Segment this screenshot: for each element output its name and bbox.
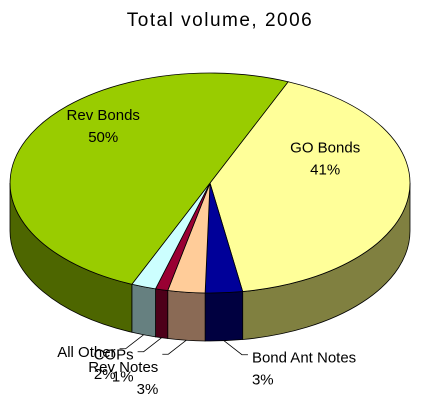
slice-value-rev-bonds: 50%	[88, 129, 118, 146]
pie-side-all-other	[131, 283, 156, 338]
chart-title: Total volume, 2006	[127, 10, 314, 31]
slice-label-rev-bonds: Rev Bonds	[67, 107, 140, 124]
pie-slice-rev-bonds	[9, 72, 289, 285]
slice-label-all-other: All Other	[57, 344, 115, 361]
pie-side-cops	[155, 288, 169, 339]
pie-slice-go-bonds	[209, 81, 411, 292]
leader-line-all-other	[119, 334, 144, 350]
slice-value-rev-notes: 3%	[137, 381, 159, 398]
slice-value-all-other: 2%	[94, 366, 116, 383]
label-leaders	[119, 334, 248, 356]
leader-line-rev-notes	[162, 339, 187, 355]
pie-side-bond-ant-notes	[204, 291, 244, 342]
leader-line-bond-ant-notes	[223, 340, 248, 356]
slice-label-rev-notes: Rev Notes	[88, 359, 158, 376]
slice-value-bond-ant-notes: 3%	[252, 372, 274, 389]
slice-value-cops: 1%	[112, 369, 134, 386]
leader-line-cops	[137, 337, 162, 353]
slice-label-bond-ant-notes: Bond Ant Notes	[252, 350, 356, 367]
slice-value-go-bonds: 41%	[310, 162, 340, 179]
slice-label-cops: COPs	[94, 347, 134, 364]
slice-label-go-bonds: GO Bonds	[290, 140, 360, 157]
pie-side-rev-notes	[167, 290, 206, 342]
pie-tops	[9, 72, 411, 294]
